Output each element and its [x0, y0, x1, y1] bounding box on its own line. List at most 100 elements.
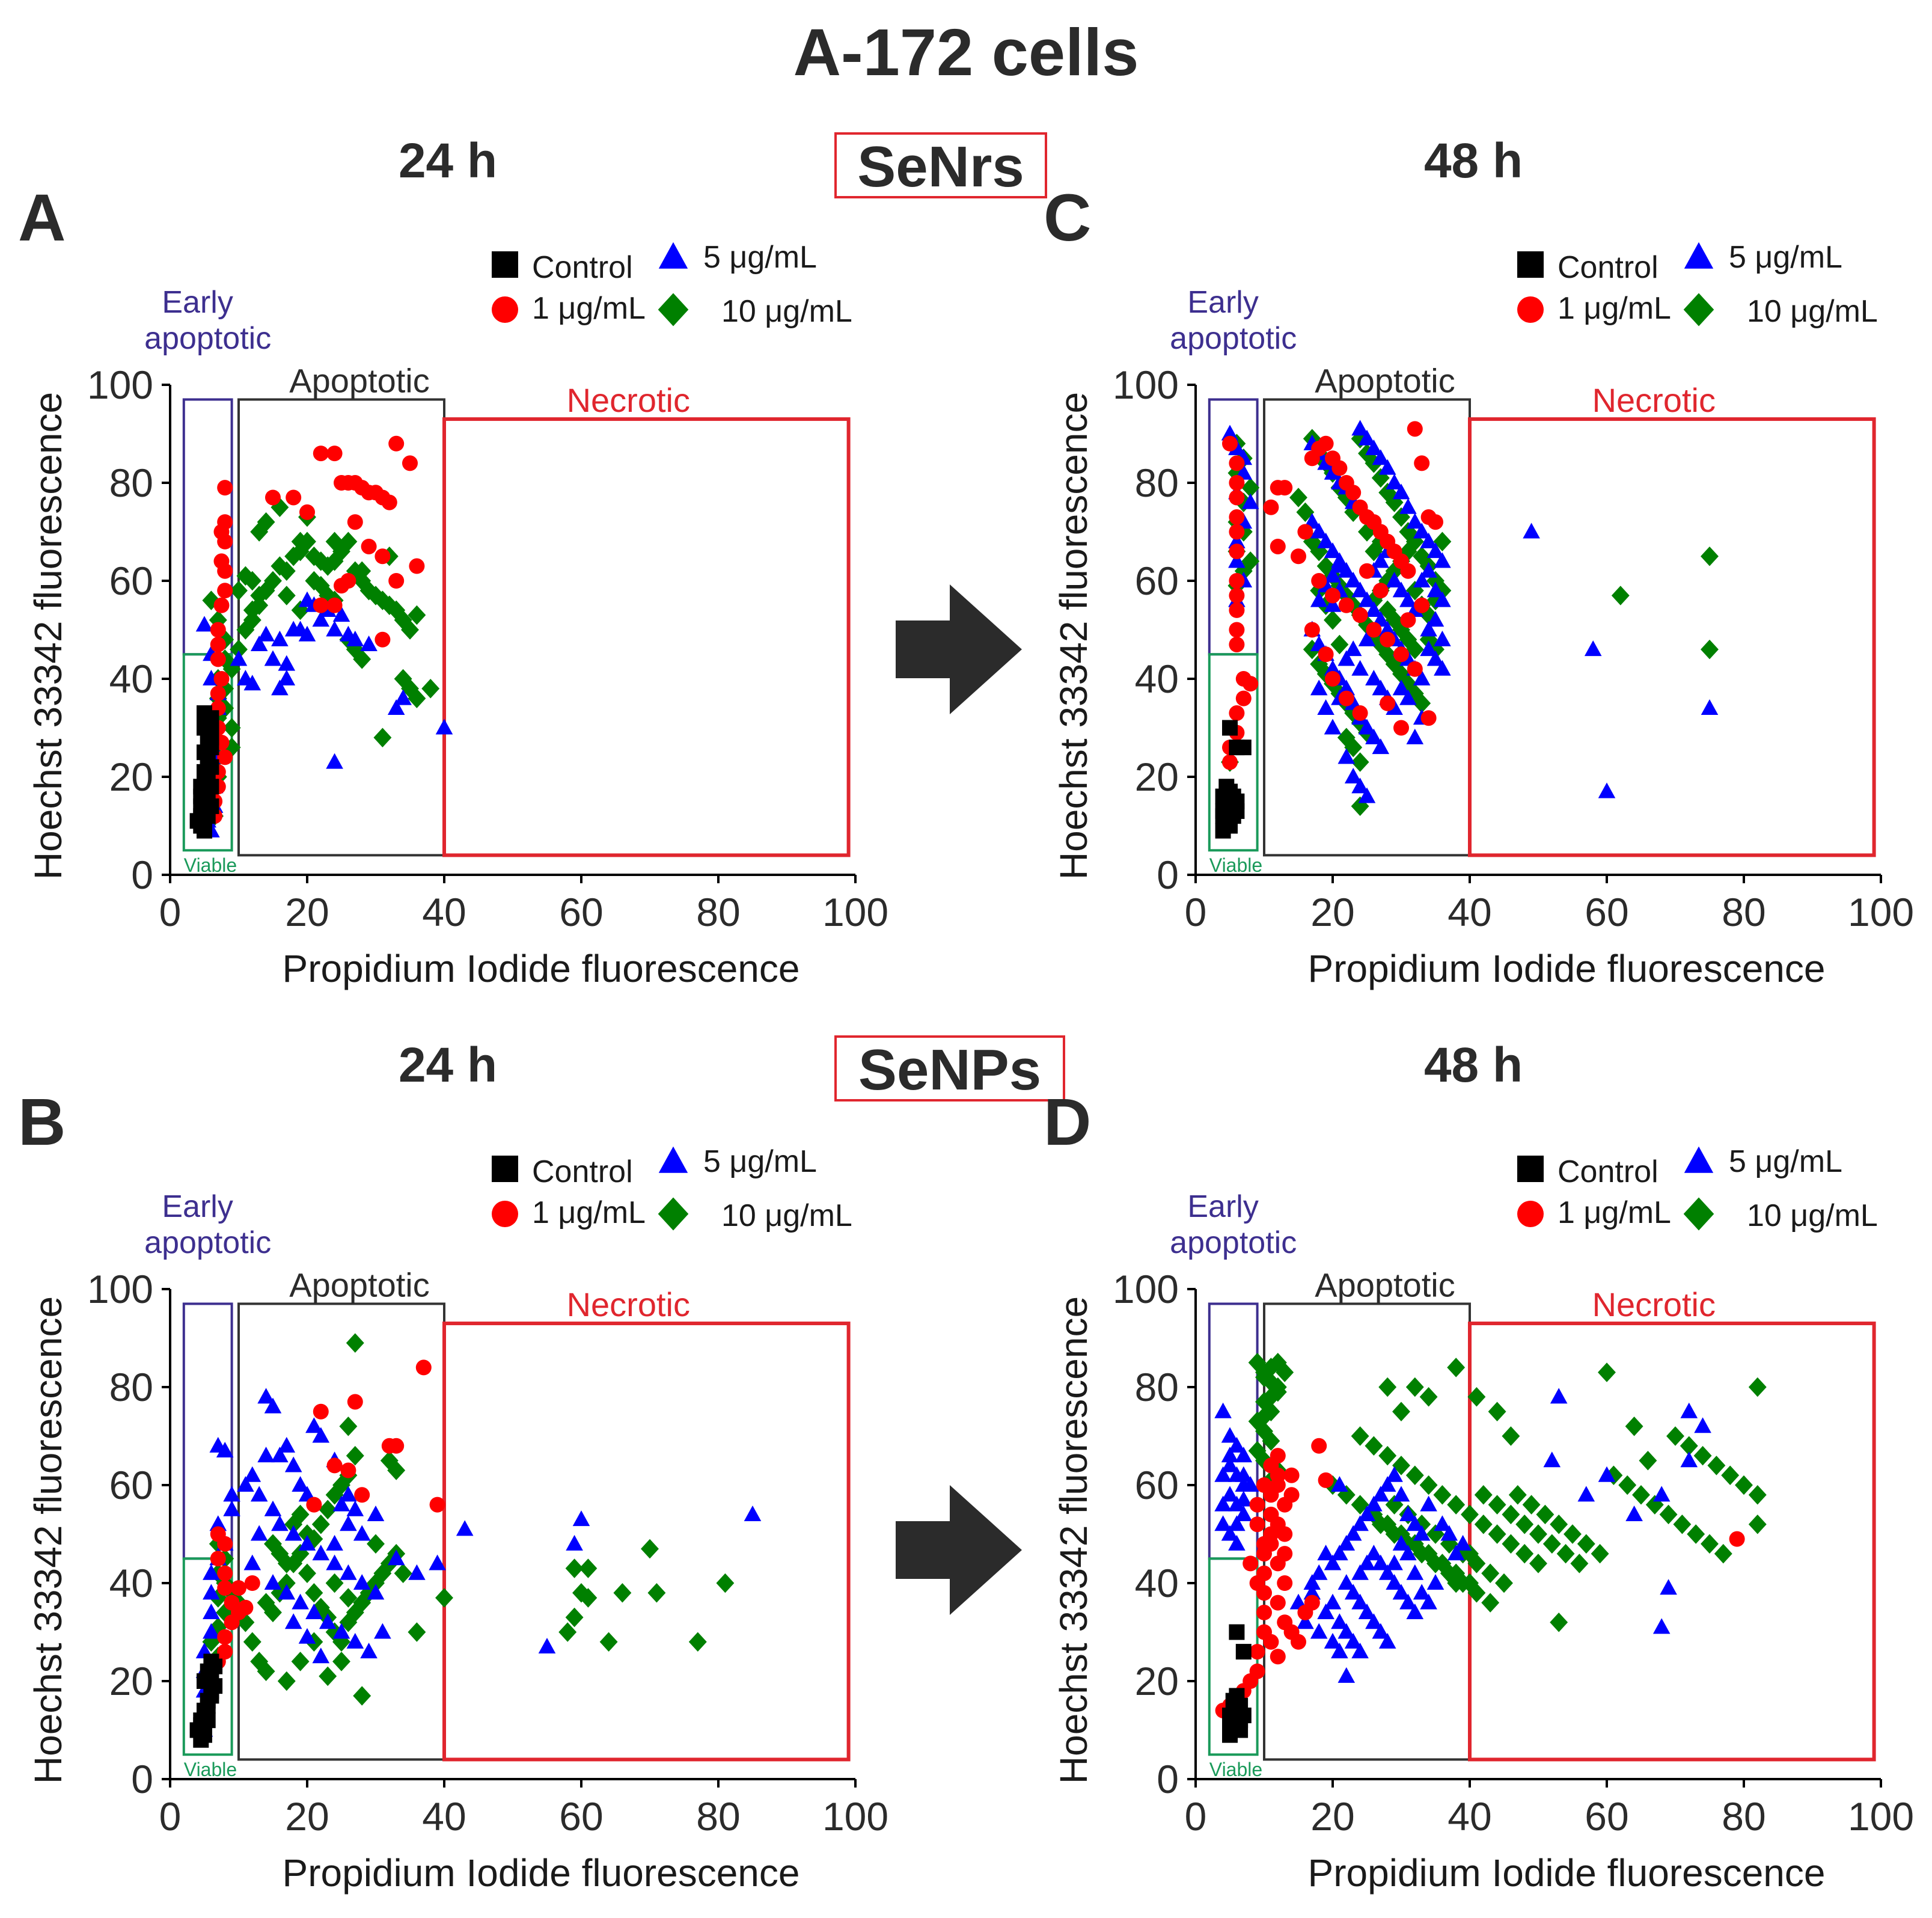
data-point [1222, 435, 1238, 452]
data-point [311, 1514, 330, 1534]
data-point [1488, 1402, 1506, 1421]
data-point [1235, 1466, 1253, 1482]
data-point [292, 1593, 309, 1610]
legend-label: 1 μg/mL [532, 1195, 646, 1230]
data-point [1687, 1524, 1705, 1544]
data-point [421, 679, 440, 699]
data-point [230, 581, 248, 601]
data-point [1351, 1426, 1369, 1446]
data-point [340, 1462, 356, 1478]
data-point [1598, 782, 1616, 798]
data-point [1304, 622, 1320, 638]
data-point [408, 1622, 426, 1642]
data-point [217, 583, 233, 599]
data-point [298, 625, 316, 642]
x-tick-label: 80 [1722, 1794, 1765, 1839]
y-tick-label: 20 [1135, 1659, 1179, 1703]
legend-label: Control [532, 250, 633, 285]
gate-label-early: Early [162, 1189, 233, 1224]
data-point [312, 1647, 330, 1664]
data-point [1324, 596, 1342, 612]
data-point [326, 1534, 343, 1551]
data-point [1405, 1534, 1424, 1554]
necrotic-gate [1468, 417, 1876, 857]
data-point [340, 1486, 357, 1502]
gate-label-early: Early [1187, 285, 1258, 320]
data-point [347, 1394, 363, 1410]
x-tick-label: 60 [559, 890, 603, 934]
data-point [1467, 1387, 1486, 1407]
data-point [217, 1580, 233, 1596]
data-point [1399, 1593, 1417, 1610]
y-tick-label: 40 [109, 1561, 153, 1605]
data-point [1330, 634, 1349, 655]
data-point [361, 538, 377, 554]
data-point [203, 1623, 220, 1639]
data-point [291, 1504, 310, 1525]
data-point [1283, 1487, 1300, 1503]
data-point [1222, 720, 1238, 736]
data-point [277, 586, 296, 605]
gate-label-viable: Viable [184, 854, 237, 876]
series-0 [189, 1653, 223, 1748]
y-tick-label: 80 [109, 1365, 153, 1409]
data-point [1337, 1534, 1356, 1551]
series-1 [210, 1359, 445, 1670]
data-point [346, 1333, 364, 1353]
data-point [380, 595, 399, 615]
data-point [1372, 1486, 1390, 1502]
data-point [203, 798, 219, 814]
data-point [1515, 1543, 1534, 1564]
data-point [244, 1575, 260, 1591]
data-point [1406, 1603, 1424, 1619]
data-point [1337, 1667, 1356, 1683]
data-point [1318, 646, 1334, 663]
data-point [1263, 499, 1279, 515]
data-point [1331, 1476, 1348, 1492]
data-point [299, 504, 315, 520]
data-point [353, 1574, 371, 1590]
data-point [312, 1427, 330, 1443]
legend-marker [1684, 1146, 1714, 1173]
data-point [353, 561, 371, 581]
data-point [359, 581, 378, 601]
series-1 [207, 435, 425, 824]
data-point [265, 489, 281, 506]
data-point [1351, 1643, 1369, 1659]
series-1 [1215, 1438, 1745, 1718]
data-point [1447, 1573, 1466, 1593]
y-tick-label: 60 [109, 559, 153, 603]
y-tick-label: 60 [1135, 559, 1179, 603]
data-point [1433, 581, 1452, 601]
data-point [1419, 630, 1438, 650]
data-point [387, 1460, 406, 1480]
data-point [217, 533, 233, 550]
data-point [388, 435, 405, 452]
data-point [326, 597, 343, 613]
data-point [1680, 1402, 1698, 1418]
data-point [380, 1451, 399, 1471]
data-point [284, 1525, 302, 1541]
data-point [538, 1638, 556, 1653]
x-tick-label: 60 [1585, 890, 1628, 934]
legend-label: 5 μg/mL [1729, 240, 1842, 275]
data-point [197, 823, 212, 839]
data-point [1262, 1358, 1280, 1377]
necrotic-gate [442, 417, 851, 857]
data-point [387, 600, 406, 620]
data-point [1229, 544, 1245, 560]
data-point [1385, 492, 1404, 512]
y-tick-label: 20 [1135, 755, 1179, 799]
data-point [1625, 1505, 1643, 1521]
x-axis-label: Propidium Iodide fluorescence [283, 1851, 800, 1895]
x-tick-label: 20 [285, 890, 329, 934]
data-point [1405, 639, 1424, 660]
data-point [346, 630, 364, 646]
data-point [1372, 1623, 1390, 1639]
data-point [1291, 1634, 1306, 1650]
data-point [213, 597, 230, 613]
data-point [388, 1438, 405, 1454]
data-point [1358, 1603, 1376, 1619]
data-point [1419, 605, 1438, 625]
data-point [1481, 1593, 1500, 1613]
